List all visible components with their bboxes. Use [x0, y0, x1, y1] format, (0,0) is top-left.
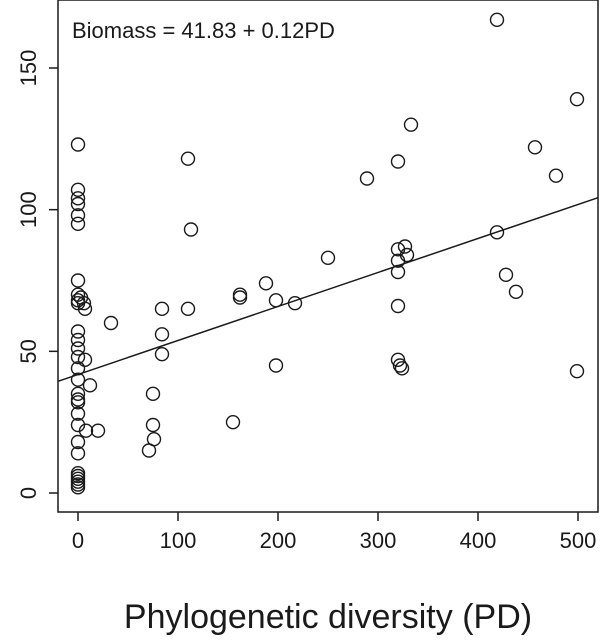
x-tick-label: 200 — [260, 528, 297, 553]
data-point — [403, 117, 419, 132]
x-tick-label: 100 — [160, 528, 197, 553]
data-point — [548, 168, 564, 183]
x-tick-label: 500 — [560, 528, 597, 553]
data-point — [70, 341, 86, 356]
data-point — [103, 315, 119, 331]
x-tick-label: 300 — [360, 528, 397, 553]
data-point — [268, 293, 284, 308]
regression-line — [57, 196, 599, 382]
data-point — [232, 290, 248, 305]
data-point — [527, 140, 543, 155]
data-point — [399, 247, 415, 263]
data-point — [394, 361, 410, 376]
data-point — [180, 151, 196, 166]
data-point — [70, 196, 86, 212]
data-point — [70, 208, 86, 223]
data-point — [183, 222, 199, 237]
data-point — [77, 301, 93, 317]
data-point — [498, 267, 514, 283]
data-point — [70, 324, 86, 339]
data-point — [70, 474, 86, 489]
data-point — [70, 386, 86, 402]
data-point — [154, 327, 170, 342]
data-point — [70, 395, 86, 410]
data-point — [70, 361, 86, 376]
data-point — [70, 434, 86, 450]
data-point — [78, 423, 94, 438]
data-point — [70, 446, 86, 461]
data-point — [320, 250, 336, 266]
data-point — [508, 284, 524, 300]
data-point — [390, 298, 406, 314]
data-point — [569, 363, 585, 379]
data-point — [268, 358, 284, 373]
data-point — [70, 480, 86, 495]
data-point — [154, 346, 170, 362]
x-tick-label: 400 — [460, 528, 497, 553]
data-point — [70, 332, 86, 348]
data-point — [569, 91, 585, 107]
y-tick-label: 150 — [16, 50, 41, 87]
y-axis: 0 50 100 150 — [16, 50, 58, 499]
data-point — [225, 414, 241, 430]
data-point — [145, 386, 161, 402]
data-point — [287, 295, 303, 311]
y-tick-label: 0 — [16, 487, 41, 499]
data-point — [180, 301, 196, 317]
data-point — [70, 137, 86, 152]
data-point — [70, 392, 86, 407]
data-point — [90, 423, 106, 438]
x-axis-title: Phylogenetic diversity (PD) — [124, 598, 532, 636]
data-point — [77, 352, 93, 368]
x-axis: 0 100 200 300 400 500 — [72, 512, 596, 553]
data-point — [70, 406, 86, 421]
data-point — [390, 352, 406, 368]
data-point — [258, 276, 274, 291]
data-point — [82, 378, 98, 393]
y-tick-label: 100 — [16, 191, 41, 228]
data-point — [489, 12, 505, 28]
x-tick-label: 0 — [72, 528, 84, 553]
data-point — [145, 417, 161, 433]
data-points — [70, 12, 585, 495]
data-point — [397, 239, 413, 254]
regression-equation: Biomass = 41.83 + 0.12PD — [72, 18, 335, 43]
plot-frame — [57, 0, 599, 513]
data-point — [70, 191, 86, 206]
data-point — [359, 171, 375, 186]
data-point — [232, 287, 248, 302]
data-point — [70, 349, 86, 365]
data-point — [70, 372, 86, 387]
data-point — [146, 431, 162, 447]
data-point — [390, 154, 406, 169]
data-point — [76, 295, 92, 311]
data-point — [489, 225, 505, 240]
data-point — [390, 264, 406, 280]
data-point — [70, 273, 86, 288]
y-tick-label: 50 — [16, 339, 41, 363]
data-point — [154, 301, 170, 317]
data-point — [392, 358, 408, 373]
data-point — [70, 182, 86, 198]
data-point — [70, 216, 86, 232]
